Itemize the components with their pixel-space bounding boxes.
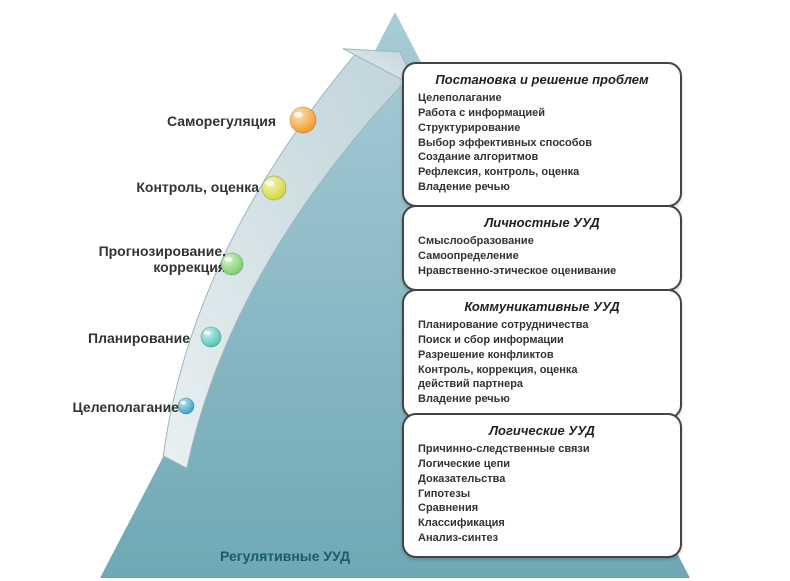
stage-sphere	[175, 395, 197, 417]
category-box: Логические УУД Причинно-следственные связ…	[402, 413, 682, 558]
stage-sphere	[198, 324, 224, 350]
stage-sphere	[218, 250, 246, 278]
category-box-item: Смыслообразование	[418, 234, 666, 249]
category-box-title: Личностные УУД	[418, 215, 666, 230]
category-box-item: Выбор эффективных способов	[418, 136, 666, 151]
category-box-item: Целеполагание	[418, 91, 666, 106]
category-box-item: Сравнения	[418, 501, 666, 516]
category-box-item: Владение речью	[418, 180, 666, 195]
category-box-title: Постановка и решение проблем	[418, 72, 666, 87]
category-box-title: Логические УУД	[418, 423, 666, 438]
category-box-item: Доказательства	[418, 472, 666, 487]
category-box-item: Классификация	[418, 516, 666, 531]
category-box-item: Контроль, коррекция, оценка	[418, 363, 666, 378]
left-stage-label: Саморегуляция	[146, 113, 276, 129]
stage-sphere	[259, 173, 289, 203]
category-box-item: Логические цепи	[418, 457, 666, 472]
category-box-item: Разрешение конфликтов	[418, 348, 666, 363]
category-box: Личностные УУД СмыслообразованиеСамоопред…	[402, 205, 682, 291]
category-box-item: Гипотезы	[418, 487, 666, 502]
category-box-item: Поиск и сбор информации	[418, 333, 666, 348]
category-box: Постановка и решение проблем Целеполагани…	[402, 62, 682, 207]
category-box-item: Нравственно-этическое оценивание	[418, 264, 666, 279]
category-box-item: Работа с информацией	[418, 106, 666, 121]
left-stage-label: Планирование	[60, 330, 190, 346]
pyramid-base-label: Регулятивные УУД	[220, 548, 350, 564]
left-stage-label: Прогнозирование,коррекция	[76, 243, 226, 275]
category-box-item: Структурирование	[418, 121, 666, 136]
category-box-title: Коммуникативные УУД	[418, 299, 666, 314]
left-stage-label: Контроль, оценка	[109, 179, 259, 195]
category-box: Коммуникативные УУД Планирование сотрудни…	[402, 289, 682, 419]
stage-sphere	[287, 104, 319, 136]
category-box-item: Самоопределение	[418, 249, 666, 264]
category-box-item: Анализ-синтез	[418, 531, 666, 546]
category-box-item: Причинно-следственные связи	[418, 442, 666, 457]
category-box-item: Владение речью	[418, 392, 666, 407]
category-box-item: Планирование сотрудничества	[418, 318, 666, 333]
category-box-item: Рефлексия, контроль, оценка	[418, 165, 666, 180]
category-box-item: действий партнера	[418, 377, 666, 392]
category-box-item: Создание алгоритмов	[418, 150, 666, 165]
left-stage-label: Целеполагание	[49, 399, 179, 415]
